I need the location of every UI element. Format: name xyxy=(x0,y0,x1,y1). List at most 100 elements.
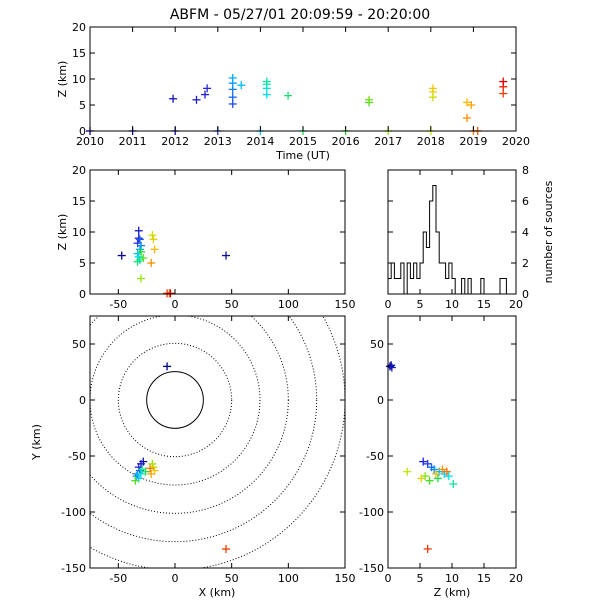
plan-view-ytick-label: 0 xyxy=(79,394,86,407)
plan-view-ylabel: Y (km) xyxy=(30,424,43,461)
time-height-source-point xyxy=(463,114,472,122)
histogram-bin xyxy=(401,263,404,294)
histogram-xtick-label: 15 xyxy=(477,298,491,311)
time-height-xtick-label: 2012 xyxy=(161,135,189,148)
time-height-xtick-label: 2018 xyxy=(417,135,445,148)
range-ring xyxy=(117,342,233,458)
time-height-ytick-label: 0 xyxy=(79,125,86,138)
height-y-source-point xyxy=(423,544,432,553)
histogram-xtick-label: 0 xyxy=(385,298,392,311)
time-height-source-point xyxy=(201,90,210,99)
x-height-source-point xyxy=(147,259,156,267)
plan-view-ytick-label: 50 xyxy=(72,338,86,351)
histogram-bin xyxy=(442,263,445,294)
plan-view-source-point xyxy=(137,469,145,478)
time-height-source-point xyxy=(228,93,237,102)
x-height-ylabel: Z (km) xyxy=(56,214,69,251)
time-height-ytick-label: 10 xyxy=(72,73,86,86)
x-height-ytick-label: 0 xyxy=(79,288,86,301)
histogram-bin xyxy=(407,263,410,294)
histogram-bin xyxy=(426,248,429,295)
plan-view-source-point xyxy=(131,476,140,485)
time-height-source-point xyxy=(262,77,271,86)
histogram-ytick-label: 0 xyxy=(522,288,529,301)
plan-view-ytick-label: -150 xyxy=(61,562,86,575)
time-height-source-point xyxy=(228,73,237,82)
x-height-source-point xyxy=(139,254,148,263)
plan-view-range-rings xyxy=(90,316,345,568)
histogram-bin xyxy=(462,279,465,295)
x-height-xtick-label: 0 xyxy=(172,298,179,311)
plan-view-source-point xyxy=(163,362,172,371)
x-height-ytick-label: 5 xyxy=(79,257,86,270)
range-ring xyxy=(146,371,204,429)
histogram-ylabel: number of sources xyxy=(542,180,555,283)
height-y-xtick-label: 0 xyxy=(385,572,392,585)
time-height-xtick-label: 2010 xyxy=(76,135,104,148)
plan-view-source-point xyxy=(222,544,230,553)
time-height-ytick-label: 15 xyxy=(72,47,86,60)
plan-view-xtick-label: 100 xyxy=(278,572,299,585)
histogram-ytick-label: 2 xyxy=(522,257,529,270)
plan-view-frame xyxy=(89,315,346,569)
plan-view-source-point xyxy=(150,466,159,475)
histogram-bin xyxy=(439,263,442,294)
height-y-source-point xyxy=(438,465,447,474)
height-y-source-point xyxy=(419,457,428,466)
time-height-source-point xyxy=(203,84,212,93)
time-height-source-point xyxy=(428,84,437,93)
time-height-ytick-label: 5 xyxy=(79,99,86,112)
time-height-xtick-label: 2019 xyxy=(459,135,487,148)
time-height-xtick-label: 2013 xyxy=(204,135,232,148)
height-y-xtick-label: 15 xyxy=(477,572,491,585)
plan-view-xtick-label: -50 xyxy=(109,572,127,585)
height-y-source-point xyxy=(403,467,412,476)
height-y-source-point xyxy=(430,465,439,474)
plan-view-source-point xyxy=(148,459,157,468)
plan-view-xtick-label: 0 xyxy=(172,572,179,585)
x-height-xtick-label: 150 xyxy=(335,298,356,311)
histogram-ytick-label: 4 xyxy=(522,226,529,239)
time-height-xtick-label: 2011 xyxy=(119,135,147,148)
time-height-panel: 2010 2011 2012 2013 2014 2015 2016 2017 2018 2019… xyxy=(56,21,530,162)
plan-view-xlabel: X (km) xyxy=(199,586,236,599)
x-height-ytick-label: 10 xyxy=(72,226,86,239)
height-y-frame xyxy=(387,315,517,569)
height-y-source-point xyxy=(417,474,426,483)
height-y-xtick-label: 5 xyxy=(417,572,424,585)
range-ring xyxy=(90,316,345,568)
plan-view-source-point xyxy=(146,464,155,473)
x-height-axes: -50 0 50 100 150 0 5 10 15 20 xyxy=(72,164,356,311)
plan-view-ytick-label: -50 xyxy=(68,450,86,463)
histogram-ytick-label: 6 xyxy=(522,195,529,208)
time-height-xtick-label: 2015 xyxy=(289,135,317,148)
height-y-ytick-label: 0 xyxy=(377,394,384,407)
height-y-ytick-label: -100 xyxy=(359,506,384,519)
plan-view-marks xyxy=(131,362,230,553)
height-y-marks xyxy=(385,361,458,553)
histogram-bin xyxy=(391,263,394,294)
histogram-bin xyxy=(410,279,413,295)
time-height-source-point xyxy=(192,95,201,104)
histogram-bin xyxy=(430,201,433,294)
histogram-bin xyxy=(423,232,426,294)
time-height-xtick-label: 2020 xyxy=(502,135,530,148)
x-height-source-point xyxy=(117,251,126,260)
histogram-xtick-label: 5 xyxy=(417,298,424,311)
time-height-source-point xyxy=(237,81,246,90)
x-height-frame xyxy=(89,169,346,295)
range-ring xyxy=(90,316,289,514)
x-height-source-point xyxy=(137,274,145,283)
height-y-ytick-label: 50 xyxy=(370,338,384,351)
range-ring xyxy=(90,316,318,543)
range-ring xyxy=(90,316,261,486)
plan-view-source-point xyxy=(141,467,150,476)
time-height-axes: 2010 2011 2012 2013 2014 2015 2016 2017 2018 2019… xyxy=(72,21,530,148)
x-height-source-point xyxy=(149,235,158,244)
time-height-ytick-label: 20 xyxy=(72,21,86,34)
height-y-source-point xyxy=(433,474,442,483)
x-height-source-point xyxy=(137,247,145,256)
histogram-bin xyxy=(398,279,401,295)
